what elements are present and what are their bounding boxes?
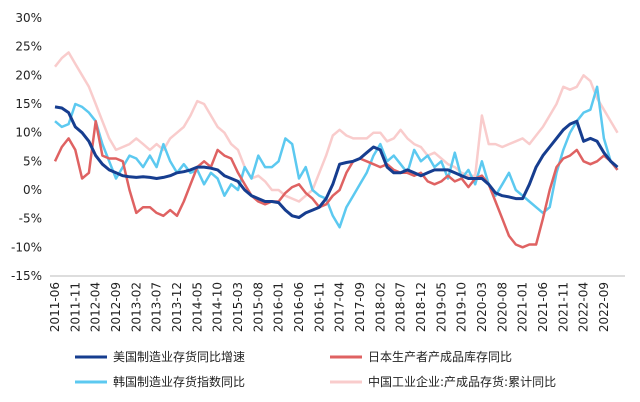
- y-tick-label: 25%: [15, 40, 42, 54]
- x-tick-label: 2013-07: [150, 282, 164, 332]
- x-tick-label: 2018-02: [373, 282, 387, 332]
- legend-label: 中国工业企业:产成品存货:累计同比: [368, 374, 556, 389]
- x-tick-label: 2017-09: [353, 282, 367, 332]
- x-tick-label: 2011-11: [68, 282, 82, 332]
- x-tick-label: 2018-12: [414, 282, 428, 332]
- y-tick-label: 20%: [15, 68, 42, 82]
- y-tick-label: -5%: [19, 212, 42, 226]
- x-tick-label: 2012-09: [109, 282, 123, 332]
- series-line: [53, 119, 619, 249]
- x-tick-label: 2013-02: [129, 282, 143, 332]
- y-tick-label: 10%: [15, 126, 42, 140]
- series-line: [54, 51, 619, 203]
- x-tick-label: 2014-05: [190, 282, 204, 332]
- x-tick-label: 2012-04: [89, 282, 103, 332]
- y-tick-label: 5%: [23, 154, 42, 168]
- y-tick-label: -10%: [11, 240, 42, 254]
- y-tick-label: 0%: [23, 183, 42, 197]
- x-tick-label: 2016-01: [272, 282, 286, 332]
- legend-label: 美国制造业存货同比增速: [113, 349, 245, 364]
- x-tick-label: 2020-08: [495, 282, 509, 332]
- x-tick-label: 2019-10: [455, 282, 469, 332]
- series-line: [54, 85, 619, 229]
- x-tick-label: 2020-03: [475, 282, 489, 332]
- x-tick-label: 2013-12: [170, 282, 184, 332]
- x-tick-label: 2018-07: [394, 282, 408, 332]
- x-tick-label: 2021-01: [516, 282, 530, 332]
- y-tick-label: 30%: [15, 11, 42, 25]
- x-tick-label: 2019-05: [434, 282, 448, 332]
- x-tick-label: 2021-06: [536, 282, 550, 332]
- legend-label: 日本生产者产成品库存同比: [368, 349, 512, 364]
- y-tick-label: -15%: [11, 269, 42, 283]
- legend-label: 韩国制造业存货指数同比: [113, 374, 245, 389]
- x-tick-label: 2015-08: [251, 282, 265, 332]
- x-tick-label: 2017-04: [333, 282, 347, 332]
- x-tick-label: 2016-11: [312, 282, 326, 332]
- x-tick-label: 2015-03: [231, 282, 245, 332]
- x-tick-label: 2016-06: [292, 282, 306, 332]
- x-tick-label: 2011-06: [48, 282, 62, 332]
- x-tick-label: 2022-04: [577, 282, 591, 332]
- x-tick-label: 2021-11: [556, 282, 570, 332]
- x-tick-label: 2014-10: [211, 282, 225, 332]
- series-line: [54, 105, 619, 219]
- y-tick-label: 15%: [15, 97, 42, 111]
- x-tick-label: 2022-09: [597, 282, 611, 332]
